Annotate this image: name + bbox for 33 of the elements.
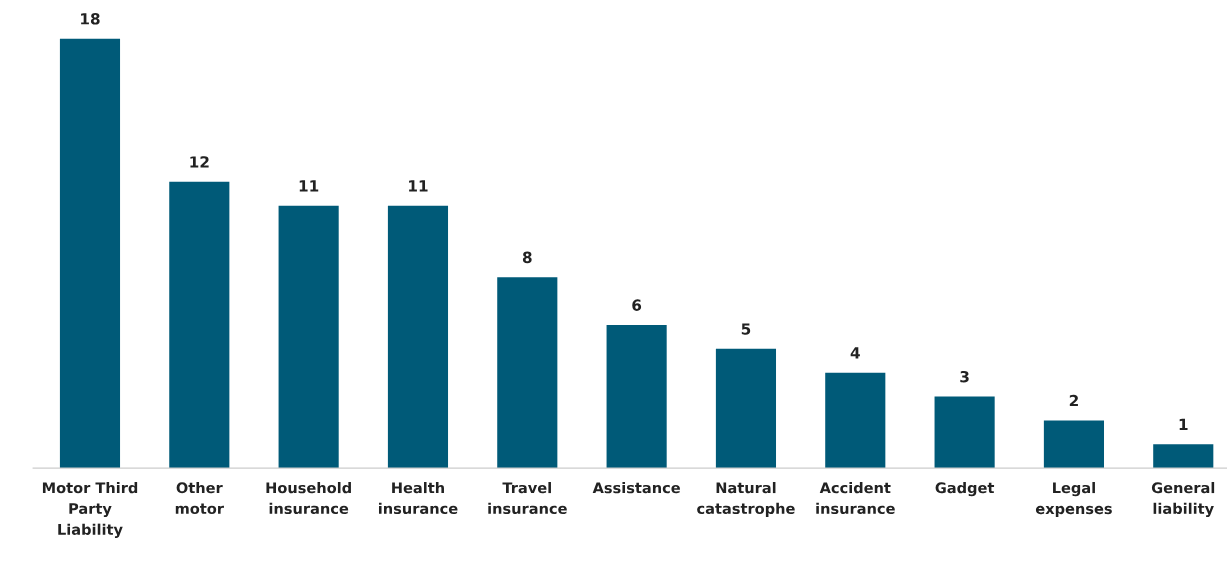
bar [497,277,558,469]
data-label: 3 [960,370,969,383]
x-tick-label: Household insurance [266,482,351,515]
bar [169,181,230,469]
x-tick-label: Legal expenses [1035,482,1112,517]
bar [387,205,449,469]
data-label: 2 [1069,394,1078,407]
bar [278,205,339,469]
bar [1043,420,1105,469]
data-label: 1 [1179,418,1188,430]
data-label: 11 [299,180,319,192]
bar [825,372,886,469]
bar [606,324,667,469]
x-tick-label: Other motor [175,482,224,515]
data-label: 12 [190,156,209,168]
x-tick-label: Natural catastrophe [697,482,795,517]
data-label: 6 [632,299,642,311]
x-tick-label: General liability [1151,482,1215,517]
data-label: 4 [850,347,860,359]
data-label: 18 [81,13,100,25]
bar [59,38,121,469]
bar [715,348,777,469]
data-label: 8 [522,251,532,264]
x-tick-label: Accident insurance [816,482,895,515]
data-label: 5 [741,323,751,335]
bar [934,396,995,469]
bar [1153,444,1214,469]
x-tick-label: Motor Third Party Liability [42,482,138,538]
x-tick-label: Travel insurance [488,482,567,515]
x-tick-label: Gadget [935,482,995,497]
x-tick-label: Health insurance [379,482,458,515]
data-label: 11 [409,180,428,192]
x-tick-label: Assistance [592,482,680,494]
